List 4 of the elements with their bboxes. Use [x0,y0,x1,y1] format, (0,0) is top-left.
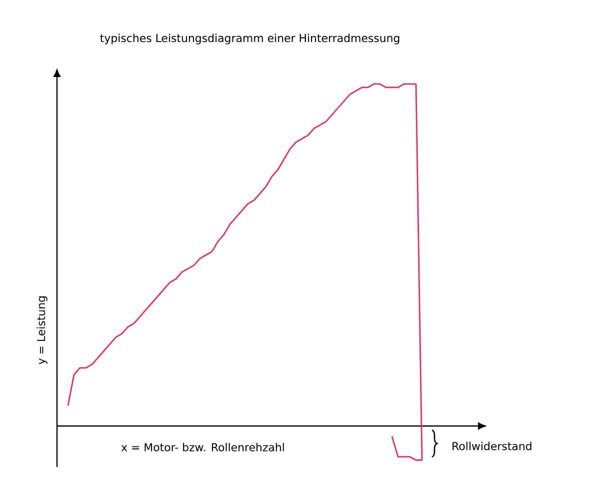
y-axis-title: y = Leistung [36,296,48,364]
x-axis-title: x = Motor- bzw. Rollenrehzahl [121,442,284,452]
chart-title: typisches Leistungsdiagramm einer Hinterradmessung [100,34,400,44]
text: Rollwiderstand [452,442,532,450]
